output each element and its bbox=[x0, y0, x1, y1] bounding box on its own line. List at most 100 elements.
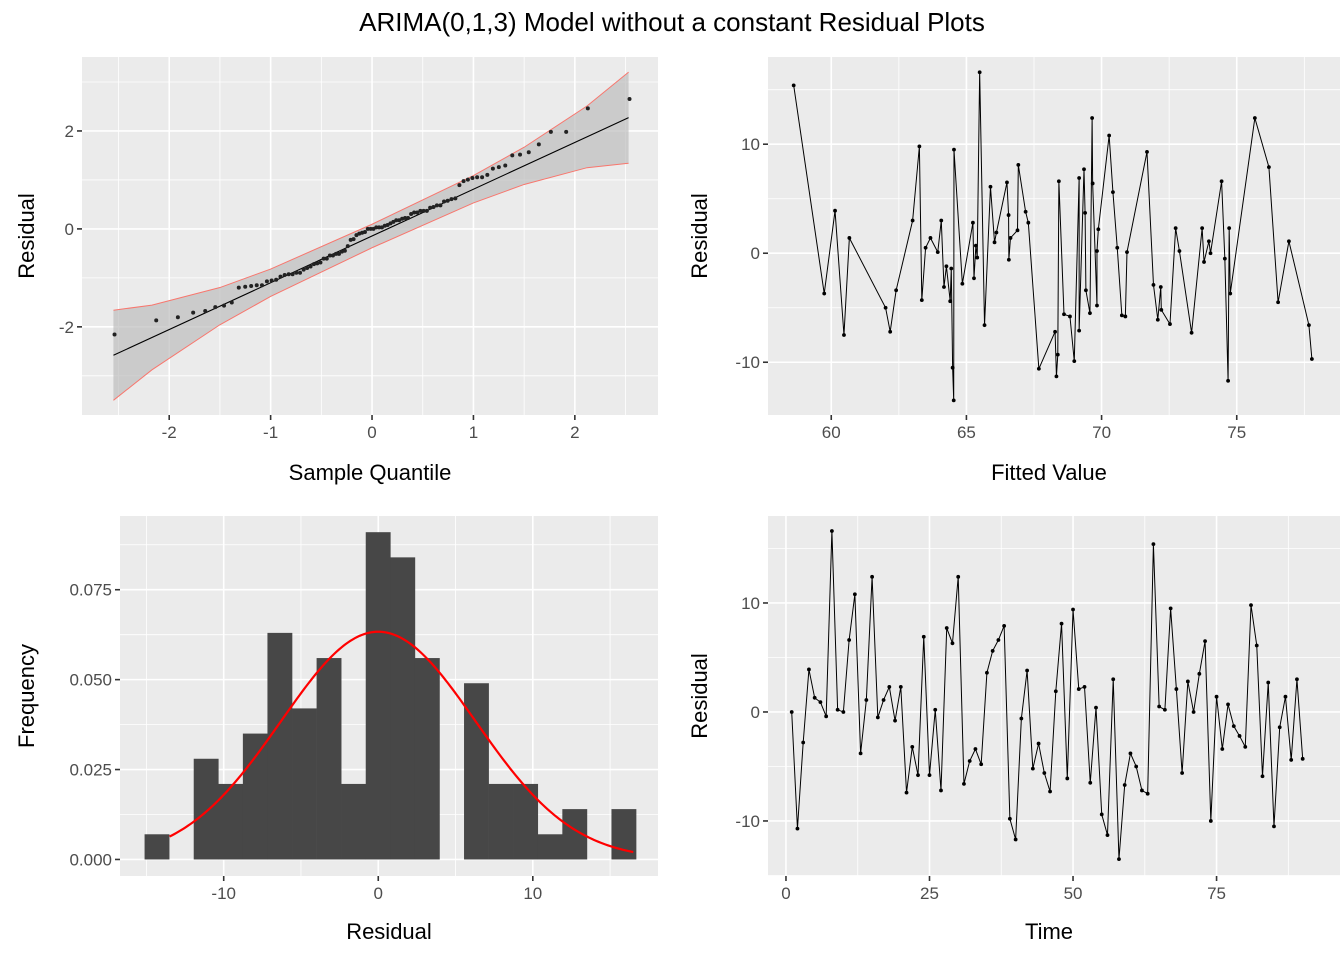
fitted-residual-point bbox=[910, 218, 915, 223]
hist-x-tick-label: -10 bbox=[211, 884, 236, 903]
qq-point bbox=[431, 204, 436, 209]
time-residual-point bbox=[1226, 702, 1230, 707]
time-residual-point bbox=[1289, 758, 1294, 762]
fitted-residual-point bbox=[822, 291, 827, 296]
qq-x-tick-label: 1 bbox=[469, 423, 478, 442]
fitted-residual-point bbox=[982, 323, 987, 328]
time-residual-point bbox=[1140, 788, 1144, 793]
qq-point bbox=[403, 215, 408, 220]
fitted-residual-point bbox=[971, 220, 975, 225]
hist-y-tick-label: 0.075 bbox=[69, 581, 112, 600]
time-residual-point bbox=[1117, 857, 1121, 862]
time-residual-point bbox=[1099, 812, 1104, 817]
time-residual-point bbox=[1168, 606, 1173, 611]
time-residual-point bbox=[1180, 771, 1185, 775]
qq-point bbox=[254, 283, 259, 288]
qq-point bbox=[351, 237, 356, 242]
time-residual-point bbox=[1082, 684, 1087, 689]
fitted-residual-point bbox=[992, 240, 997, 245]
qq-point bbox=[249, 284, 254, 289]
qq-point bbox=[191, 310, 196, 315]
fitted-residual-point bbox=[942, 285, 946, 289]
time-residual-point bbox=[1134, 764, 1139, 769]
fitted-residual-point bbox=[950, 365, 955, 370]
time-residual-point bbox=[852, 592, 857, 597]
fitted-residual-point bbox=[1228, 291, 1233, 296]
time-residual-point bbox=[1197, 671, 1202, 676]
time-residual-point bbox=[1283, 694, 1288, 699]
time-residual-point bbox=[990, 649, 995, 653]
time-residual-point bbox=[916, 773, 920, 778]
qq-point bbox=[438, 203, 443, 208]
qq-point bbox=[308, 264, 313, 269]
qq-band-upper-edge bbox=[113, 71, 629, 311]
time-residual-point bbox=[841, 710, 846, 714]
time-residual-point bbox=[956, 574, 961, 579]
qq-point bbox=[475, 175, 480, 180]
time-residual-point bbox=[824, 714, 829, 719]
time-x-axis-title: Time bbox=[1025, 919, 1073, 944]
time-residual-point bbox=[967, 759, 972, 763]
fitted-residual-point bbox=[1189, 330, 1194, 335]
fitted-residual-point bbox=[791, 83, 796, 88]
time-residual-point bbox=[893, 718, 897, 723]
qq-x-tick-label: -1 bbox=[263, 423, 278, 442]
time-residual-point bbox=[1111, 677, 1116, 682]
fitted-residual-point bbox=[1168, 322, 1172, 326]
time-x-tick-label: 75 bbox=[1207, 884, 1226, 903]
qq-point bbox=[421, 208, 426, 213]
qq-point bbox=[412, 210, 417, 215]
time-residual-point bbox=[910, 744, 915, 749]
qq-point bbox=[461, 179, 466, 184]
qq-point bbox=[480, 175, 485, 180]
qq-point bbox=[269, 278, 274, 283]
qq-point bbox=[397, 218, 402, 223]
fitted-residual-point bbox=[972, 276, 976, 281]
qq-point bbox=[175, 315, 180, 320]
qq-point bbox=[548, 129, 553, 134]
fitted-residual-point bbox=[1072, 359, 1077, 364]
hist-bar bbox=[341, 783, 367, 860]
fitted-vs-residual-panel: 60 65 70 75 -10 0 10 Fitted Value Residual bbox=[687, 57, 1340, 485]
fitted-residual-point bbox=[1005, 180, 1009, 185]
qq-point bbox=[415, 210, 420, 215]
time-residual-point bbox=[1019, 716, 1024, 721]
qq-point bbox=[564, 129, 569, 134]
time-residual-point bbox=[1249, 603, 1253, 608]
qq-point bbox=[264, 279, 269, 284]
qq-point bbox=[301, 267, 306, 272]
fitted-residual-point bbox=[1053, 329, 1057, 334]
time-residual-point bbox=[795, 826, 800, 831]
histogram-panel: -10 0 10 0.000 0.025 0.050 0.075 Residual Freque… bbox=[14, 516, 658, 944]
time-residual-point bbox=[1174, 687, 1179, 691]
fitted-residual-point bbox=[1123, 314, 1128, 319]
qq-point bbox=[490, 166, 495, 171]
hist-bar bbox=[193, 758, 219, 860]
time-residual-point bbox=[1036, 741, 1041, 746]
time-residual-point bbox=[921, 634, 926, 639]
time-residual-point bbox=[1214, 694, 1219, 699]
fitted-residual-point bbox=[1287, 239, 1291, 244]
fitted-residual-point bbox=[1252, 116, 1257, 120]
qq-point bbox=[449, 197, 454, 202]
hist-bar bbox=[292, 708, 317, 860]
qq-band-lower-edge bbox=[113, 162, 629, 401]
qq-y-axis-title: Residual bbox=[14, 193, 39, 279]
qq-point bbox=[518, 152, 523, 157]
qq-plot-panel: -2 -1 0 1 2 -2 0 2 Sample Quantile Residual bbox=[14, 57, 658, 485]
fitted-residual-point bbox=[928, 236, 933, 240]
fitted-residual-point bbox=[833, 208, 837, 213]
time-residual-point bbox=[801, 740, 806, 745]
time-residual-point bbox=[881, 698, 886, 702]
fitted-residual-point bbox=[960, 281, 965, 286]
time-residual-point bbox=[835, 707, 840, 712]
time-residual-point bbox=[904, 790, 909, 795]
qq-point bbox=[457, 183, 462, 188]
time-residual-point bbox=[979, 762, 984, 767]
time-residual-point bbox=[996, 638, 1001, 642]
figure-title: ARIMA(0,1,3) Model without a constant Re… bbox=[359, 7, 985, 37]
time-residual-point bbox=[1076, 687, 1081, 691]
qq-point bbox=[305, 266, 310, 271]
qq-point bbox=[428, 205, 433, 210]
